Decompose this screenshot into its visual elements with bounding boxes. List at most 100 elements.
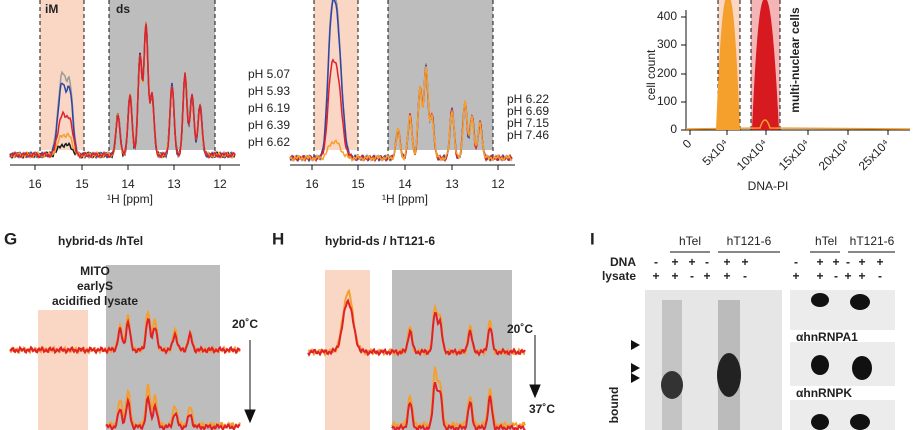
label: + <box>832 255 839 269</box>
label: - <box>690 269 694 283</box>
label: αhnRNPK <box>796 386 852 400</box>
label: multi-nuclear cells <box>788 7 802 113</box>
region <box>109 0 215 150</box>
label: 100 <box>657 94 677 108</box>
trace <box>289 66 513 163</box>
label: pH 5.93 <box>248 84 290 98</box>
trace <box>9 23 236 160</box>
trace <box>105 394 241 430</box>
label: 200 <box>657 66 677 80</box>
hist-line <box>685 119 911 130</box>
label: I <box>590 229 595 248</box>
label: pH 6.22 <box>507 92 549 106</box>
gel-band <box>661 371 683 399</box>
label: ¹H [ppm] <box>107 192 153 206</box>
label: 12 <box>491 177 505 191</box>
label: 15 <box>75 177 89 191</box>
trace <box>391 381 526 430</box>
label: MITO <box>80 264 110 278</box>
label: + <box>723 269 730 283</box>
label: + <box>671 255 678 269</box>
label: iM <box>45 2 58 16</box>
dashes <box>39 0 781 160</box>
label: 14 <box>121 177 135 191</box>
label: + <box>844 269 851 283</box>
label: 20˚C <box>232 317 258 331</box>
label: 5x10⁴ <box>699 136 731 168</box>
label: 12 <box>213 177 227 191</box>
label: 13 <box>445 177 459 191</box>
label: + <box>703 269 710 283</box>
label: + <box>858 255 865 269</box>
label: 25x10⁴ <box>856 136 893 173</box>
label: pH 6.69 <box>507 104 549 118</box>
label: + <box>876 255 883 269</box>
label: lysate <box>602 269 636 283</box>
label: + <box>652 269 659 283</box>
label: H <box>272 229 284 248</box>
label: + <box>741 255 748 269</box>
arrowheads <box>631 340 640 383</box>
gel-band <box>717 353 741 397</box>
label: + <box>816 269 823 283</box>
label: + <box>816 255 823 269</box>
label: 15 <box>351 177 365 191</box>
traces <box>9 0 911 430</box>
label: - <box>743 269 747 283</box>
label: - <box>705 255 709 269</box>
label: hTel <box>679 234 701 248</box>
gel-lane <box>662 300 682 430</box>
label: pH 7.46 <box>507 128 549 142</box>
label: pH 6.39 <box>248 118 290 132</box>
label: DNA-PI <box>748 179 789 193</box>
hist-area <box>716 0 740 130</box>
label: ¹H [ppm] <box>382 192 428 206</box>
trace <box>307 298 526 357</box>
blot <box>790 290 895 330</box>
label: acidified lysate <box>52 294 138 308</box>
label: 300 <box>657 37 677 51</box>
hist-area <box>752 0 779 130</box>
label: 15x10⁴ <box>776 136 813 173</box>
label: 10x10⁴ <box>734 136 771 173</box>
region <box>38 310 88 430</box>
label: - <box>846 255 850 269</box>
label: pH 5.07 <box>248 67 290 81</box>
label: 400 <box>657 9 677 23</box>
region <box>314 0 358 150</box>
label: hTel <box>815 234 837 248</box>
label: + <box>858 269 865 283</box>
label: 0 <box>680 136 695 151</box>
label: + <box>723 255 730 269</box>
label: + <box>671 269 678 283</box>
blot <box>790 342 895 386</box>
label: DNA <box>610 255 636 269</box>
label: G <box>4 229 17 248</box>
region <box>388 0 493 150</box>
label: - <box>834 269 838 283</box>
label: 14 <box>398 177 412 191</box>
label: 16 <box>28 177 42 191</box>
blot <box>790 400 895 430</box>
label: pH 7.15 <box>507 116 549 130</box>
label: pH 6.62 <box>248 135 290 149</box>
label: 0 <box>670 122 677 136</box>
trace <box>9 317 241 355</box>
label: hT121-6 <box>727 234 772 248</box>
label: hybrid-ds /hTel <box>58 234 143 248</box>
label: 20x10⁴ <box>816 136 853 173</box>
label: pH 6.19 <box>248 101 290 115</box>
label: ds <box>116 2 130 16</box>
label: + <box>688 255 695 269</box>
label: 16 <box>305 177 319 191</box>
label: - <box>878 269 882 283</box>
label: 13 <box>167 177 181 191</box>
label: hybrid-ds / hT121-6 <box>325 234 435 248</box>
label: earlyS <box>77 279 113 293</box>
label: 20˚C <box>507 322 533 336</box>
label: bound <box>607 387 621 424</box>
label: cell count <box>644 49 658 100</box>
label: αhnRNPA1 <box>796 330 858 344</box>
label: 37˚C <box>529 402 555 416</box>
